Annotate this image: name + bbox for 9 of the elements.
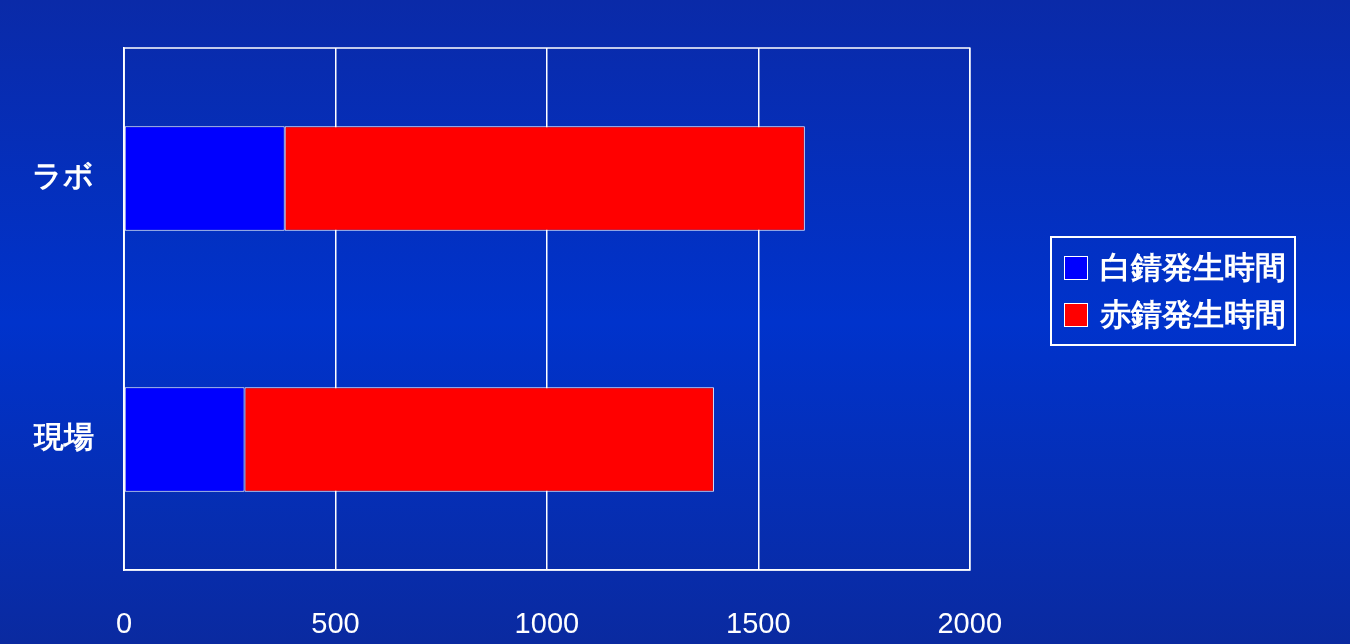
x-tick-label: 1000 (514, 607, 580, 640)
x-tick-label: 2000 (937, 607, 1002, 640)
y-tick-label: 現場 (33, 419, 94, 455)
y-tick-label: ラボ (32, 158, 94, 194)
x-tick-label: 0 (115, 607, 133, 640)
x-tick-label: 500 (311, 607, 360, 640)
x-tick-label: 1500 (726, 607, 791, 640)
legend-label: 白錆発生時間 (1100, 247, 1286, 287)
text: 赤錆発生時間 (1100, 294, 1286, 334)
